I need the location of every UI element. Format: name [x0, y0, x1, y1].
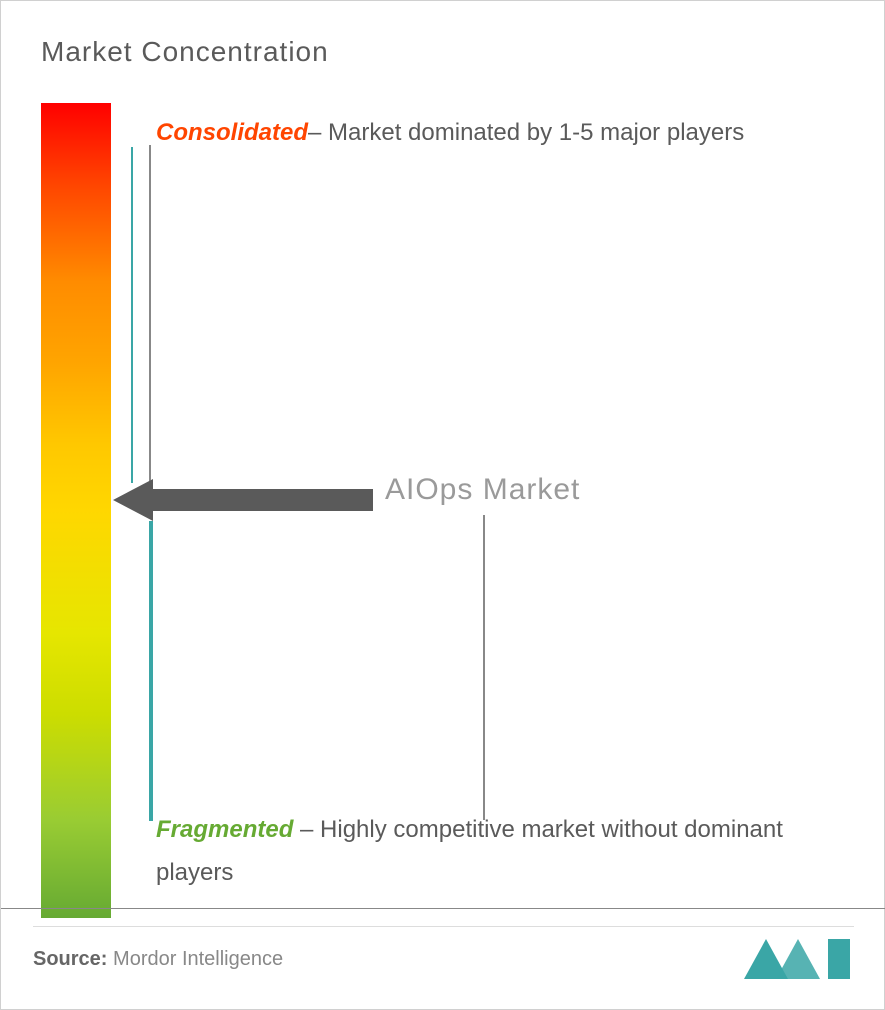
- mordor-logo-icon: [744, 939, 854, 979]
- fragmented-label: Fragmented – Highly competitive market w…: [156, 808, 844, 894]
- connector-gray-top: [149, 145, 151, 483]
- diagram-area: Consolidated– Market dominated by 1-5 ma…: [41, 103, 844, 918]
- consolidated-keyword: Consolidated: [156, 119, 308, 146]
- source-value: Mordor Intelligence: [113, 948, 283, 970]
- fragmented-keyword: Fragmented: [156, 816, 293, 843]
- arrow-head-icon: [113, 479, 153, 521]
- connector-teal-top: [131, 147, 133, 483]
- connector-teal-bottom: [149, 521, 153, 821]
- concentration-gradient-bar: [41, 103, 111, 918]
- source-attribution: Source: Mordor Intelligence: [33, 948, 283, 971]
- consolidated-text: – Market dominated by 1-5 major players: [308, 119, 744, 146]
- consolidated-label: Consolidated– Market dominated by 1-5 ma…: [156, 111, 744, 154]
- position-arrow: [113, 479, 373, 521]
- arrow-shaft: [151, 489, 373, 511]
- footer: Source: Mordor Intelligence: [1, 908, 885, 1009]
- connector-gray-right: [483, 515, 485, 820]
- page-title: Market Concentration: [41, 36, 844, 68]
- market-name-label: AIOps Market: [385, 473, 580, 507]
- source-label: Source:: [33, 948, 107, 970]
